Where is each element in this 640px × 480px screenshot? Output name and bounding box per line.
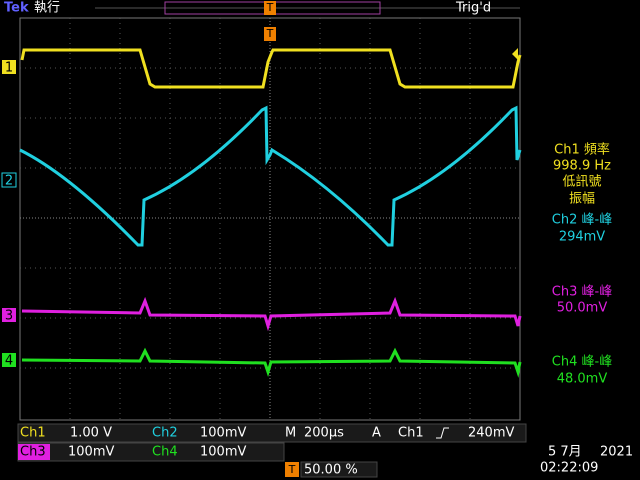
ch4-marker: 4 bbox=[5, 354, 13, 369]
position-label-bg bbox=[285, 462, 299, 477]
position-value: 50.00 % bbox=[304, 463, 358, 478]
brand: Tek bbox=[4, 1, 29, 16]
measure-label: Ch3 峰-峰 bbox=[552, 285, 612, 300]
measure-value: 294mV bbox=[559, 230, 605, 245]
ch4-marker-bg bbox=[2, 353, 16, 367]
measure-note: 振幅 bbox=[569, 192, 595, 207]
ch2-scale: 100mV bbox=[200, 426, 246, 441]
ch3-name: Ch3 bbox=[20, 445, 46, 460]
ch4-name: Ch4 bbox=[152, 445, 178, 460]
ch3-marker-bg bbox=[2, 308, 16, 322]
ch1-scale: 1.00 V bbox=[70, 426, 112, 441]
trigger-status: Trig'd bbox=[455, 1, 491, 16]
ch3-marker: 3 bbox=[5, 309, 13, 324]
ch4-waveform bbox=[21, 347, 522, 378]
ch1-marker-bg bbox=[2, 60, 16, 74]
measure-value: 50.0mV bbox=[557, 301, 608, 316]
ch2-marker: 2 bbox=[5, 174, 13, 189]
year: 2021 bbox=[600, 445, 633, 460]
ch2-name: Ch2 bbox=[152, 426, 178, 441]
measure-label: Ch4 峰-峰 bbox=[552, 355, 612, 370]
measure-label: Ch1 頻率 bbox=[554, 142, 610, 158]
trigger-pos-top-bg bbox=[264, 1, 276, 15]
position-label: T bbox=[288, 463, 296, 476]
timebase-scale: 200µs bbox=[304, 426, 344, 441]
ch2-waveform bbox=[19, 105, 522, 247]
trigger-label: A bbox=[372, 426, 381, 441]
trigger-pos-bg bbox=[264, 27, 276, 41]
date: 5 7月 bbox=[548, 445, 582, 460]
ch1-waveform bbox=[20, 48, 522, 89]
trigger-pos-top: T bbox=[266, 1, 274, 14]
readout-row bbox=[17, 423, 527, 443]
timebase-label: M bbox=[285, 426, 296, 441]
measure-value: 998.9 Hz bbox=[553, 159, 611, 174]
ch3-scale: 100mV bbox=[68, 445, 114, 460]
ch2-marker-bg bbox=[1, 172, 17, 188]
ch4-scale: 100mV bbox=[200, 445, 246, 460]
ch1-name: Ch1 bbox=[20, 426, 46, 441]
trigger-level: 240mV bbox=[468, 426, 514, 441]
trigger-level-arrow bbox=[512, 48, 518, 60]
measure-value: 48.0mV bbox=[557, 372, 608, 387]
trigger-source: Ch1 bbox=[398, 426, 424, 441]
ch3-waveform bbox=[21, 296, 522, 332]
ch1-marker: 1 bbox=[5, 61, 13, 76]
measure-note: 低訊號 bbox=[562, 175, 601, 190]
time: 02:22:09 bbox=[540, 461, 598, 476]
trigger-pos: T bbox=[266, 27, 274, 40]
trigger-slope bbox=[436, 427, 449, 439]
position-box bbox=[300, 461, 378, 478]
run-state: 執行 bbox=[34, 0, 60, 16]
measure-label: Ch2 峰-峰 bbox=[552, 213, 612, 228]
ch3-name-bg bbox=[18, 444, 50, 460]
